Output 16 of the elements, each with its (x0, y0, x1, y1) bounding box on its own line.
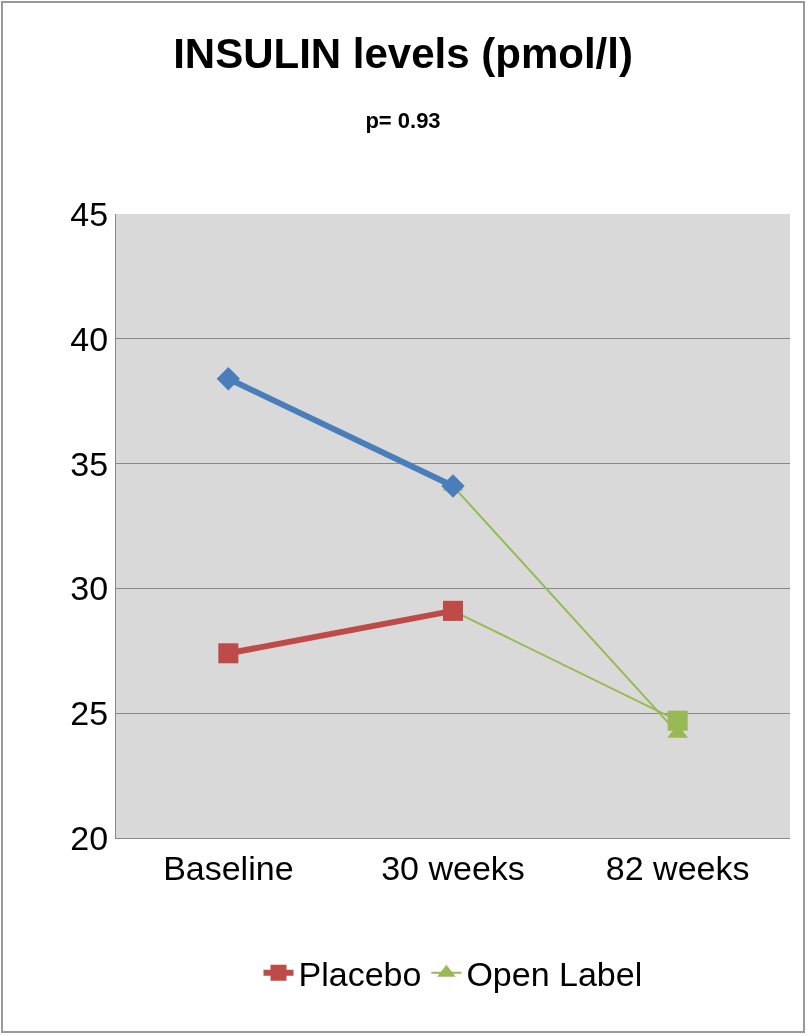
x-tick-label: 82 weeks (605, 848, 750, 887)
chart-title: INSULIN levels (pmol/l) (173, 30, 633, 78)
y-tick-label: 40 (70, 319, 109, 358)
x-tick-label: 30 weeks (381, 848, 525, 887)
y-tick-label: 20 (70, 818, 109, 857)
point (441, 474, 465, 498)
legend-label: Open Label (466, 954, 643, 993)
legend-label: Placebo (298, 954, 422, 993)
x-tick-label: Baseline (163, 848, 294, 887)
y-tick-label: 35 (70, 444, 109, 483)
y-tick-label: 25 (70, 694, 109, 733)
y-tick-label: 30 (70, 569, 109, 608)
chart-subtitle: p= 0.93 (365, 107, 441, 133)
point (218, 643, 239, 664)
point (216, 367, 241, 391)
y-tick-label: 45 (70, 194, 109, 233)
